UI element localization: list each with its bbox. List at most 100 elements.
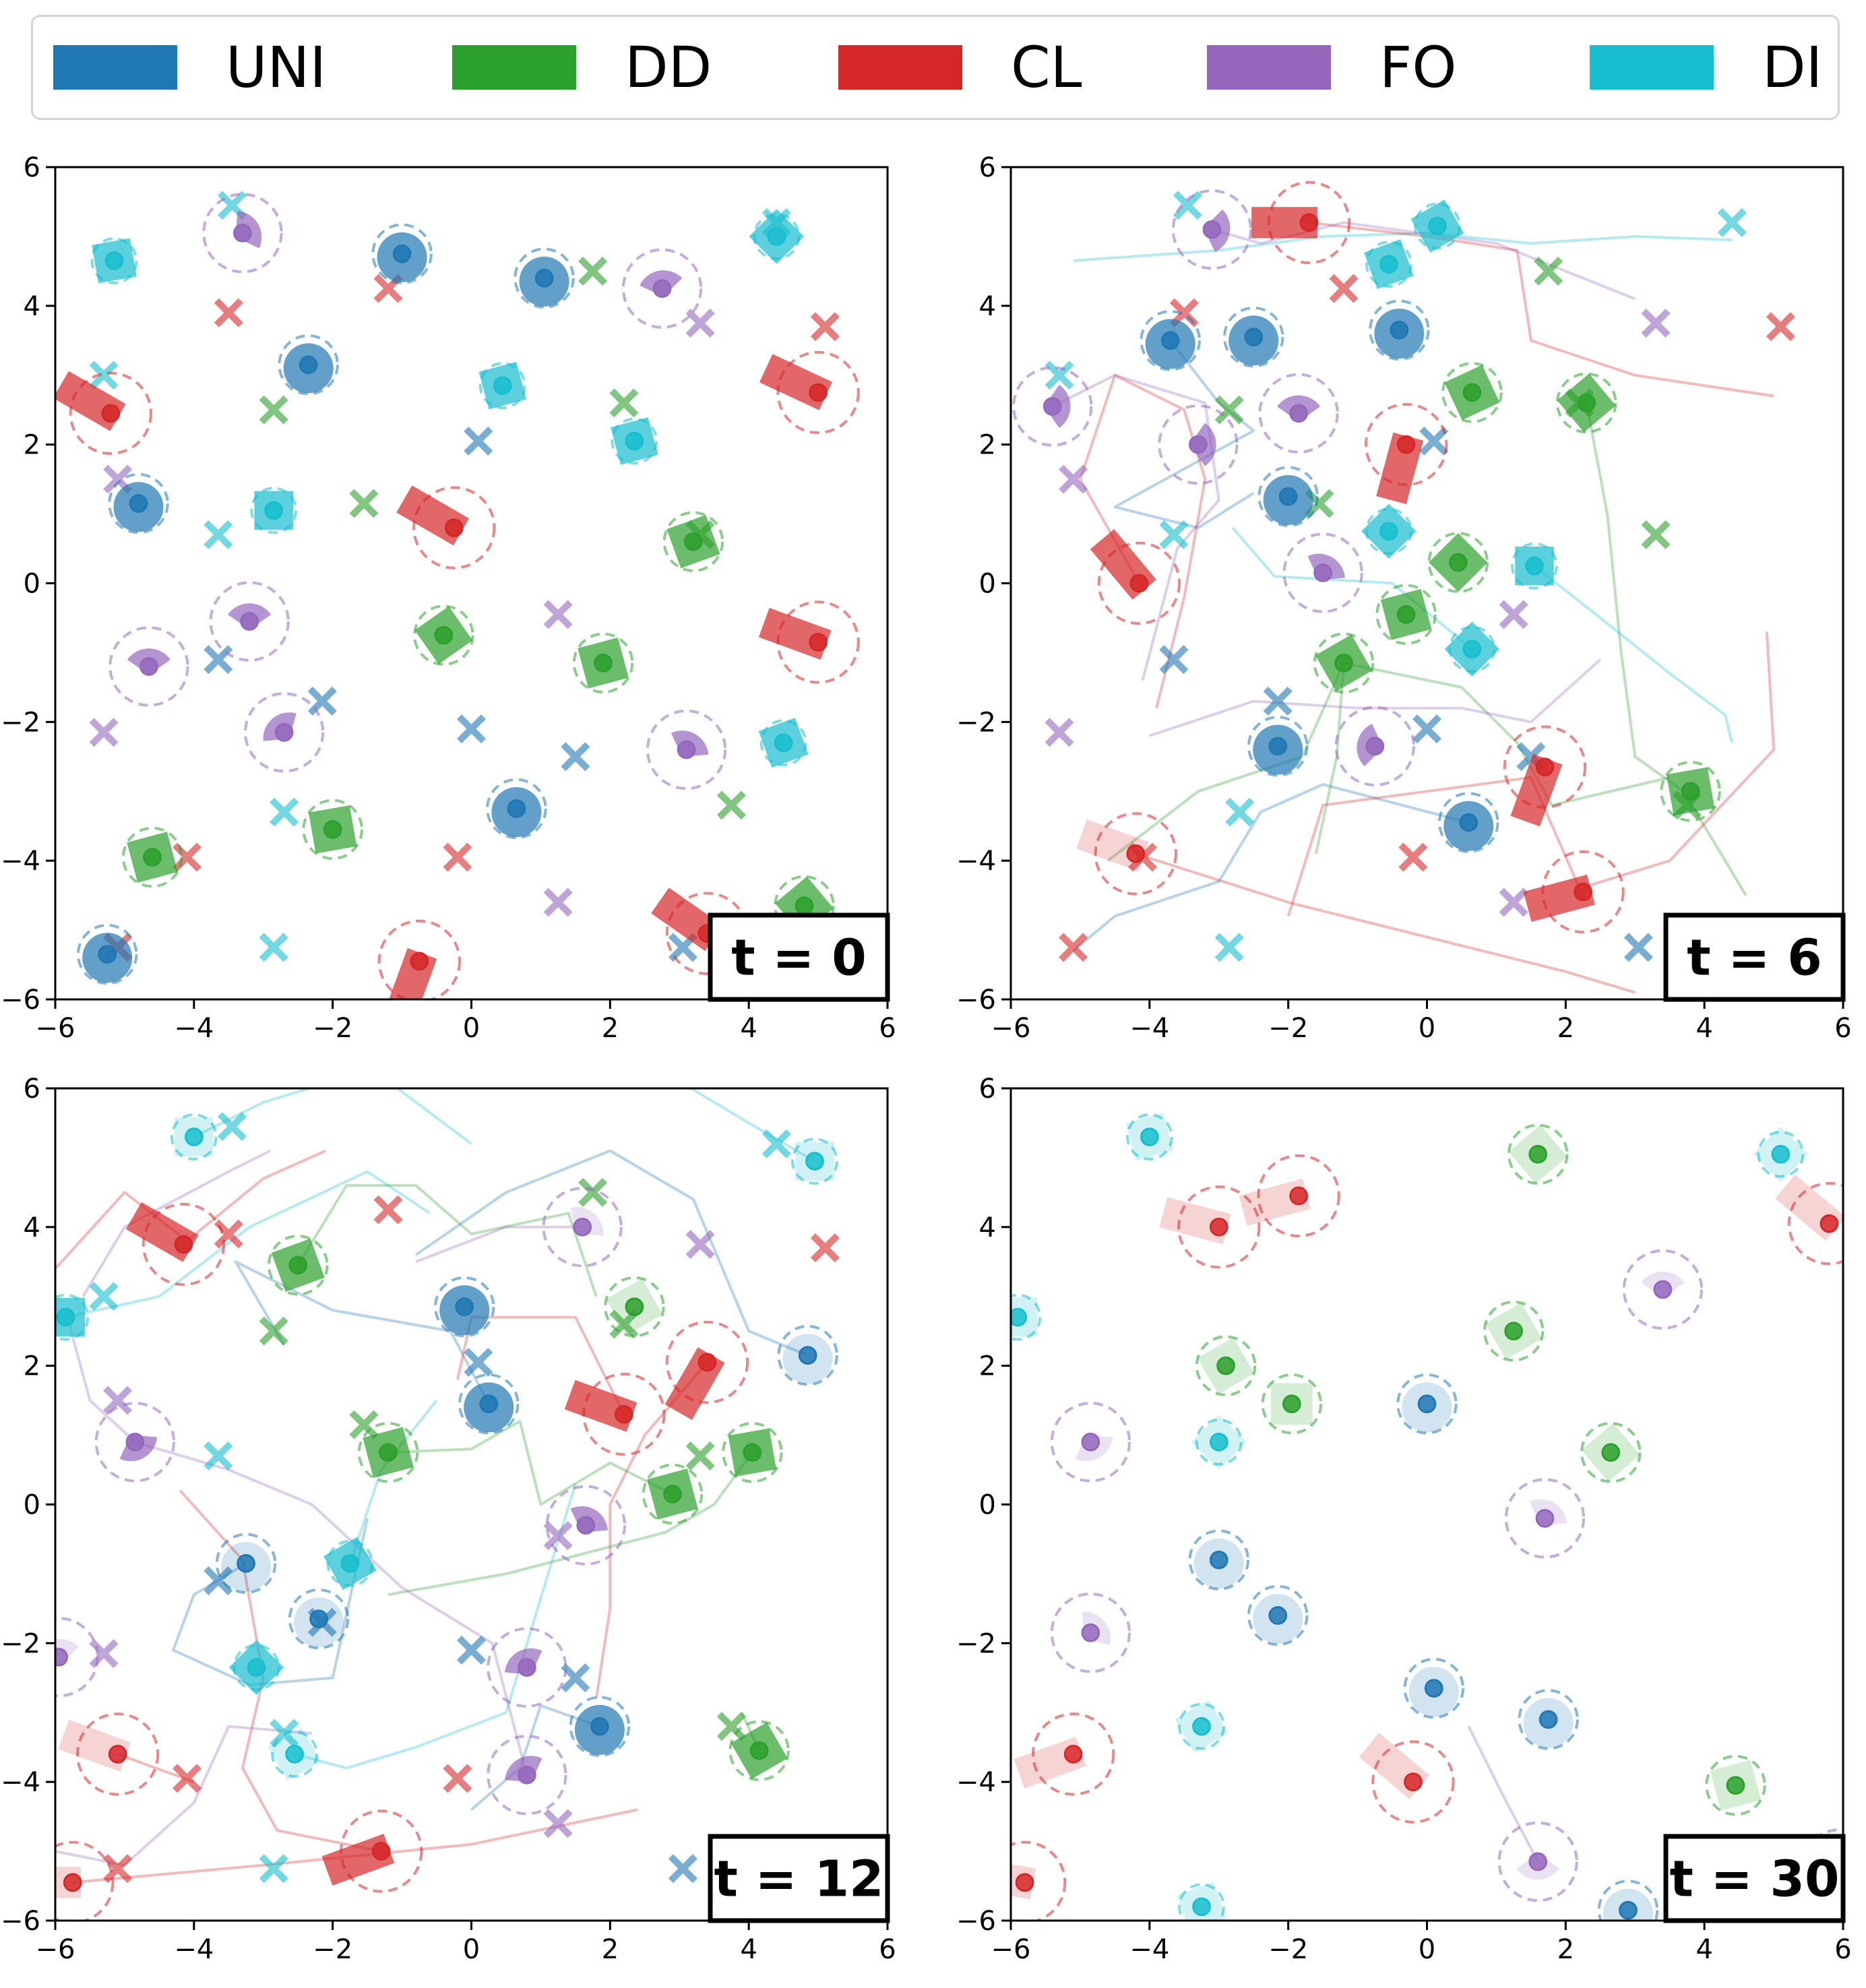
- agent-center-dot: [1216, 1356, 1235, 1375]
- agent-center-dot: [233, 223, 252, 243]
- agent-center-dot: [1192, 1897, 1211, 1917]
- legend-label: DI: [1762, 34, 1823, 100]
- safety-ring: [486, 778, 547, 840]
- agent-center-dot: [1448, 553, 1468, 572]
- agent-center-dot: [1504, 1322, 1523, 1341]
- goal-x-icon: [1499, 600, 1528, 629]
- goal-x-icon: [204, 1566, 233, 1596]
- trajectory-line: [67, 1324, 136, 1443]
- agent-center-dot: [576, 1516, 596, 1535]
- x-tick-label: −2: [1268, 1013, 1308, 1044]
- goal-x-icon: [349, 489, 379, 518]
- agent-center-dot: [1129, 573, 1149, 593]
- agent-center-dot: [1462, 383, 1482, 402]
- safety-ring: [1448, 625, 1496, 673]
- safety-ring: [604, 1276, 665, 1338]
- y-tick-label: 6: [24, 1074, 40, 1105]
- safety-ring: [642, 1463, 704, 1525]
- agent-center-dot: [798, 1346, 817, 1365]
- axes-frame: [54, 1087, 889, 1922]
- trajectory-line: [688, 1088, 815, 1162]
- y-tick-label: −2: [1, 1628, 40, 1659]
- x-tick-label: 0: [463, 1934, 480, 1965]
- safety-ring: [545, 1485, 626, 1566]
- agent-center-dot: [1462, 640, 1482, 659]
- safety-ring: [1247, 1584, 1309, 1646]
- trajectory-line: [387, 1452, 753, 1596]
- time-label: t = 6: [1687, 929, 1822, 987]
- goal-x-icon: [89, 718, 119, 747]
- agent-center-dot: [237, 1554, 255, 1573]
- trajectory-line: [179, 1489, 382, 1853]
- agent-center-dot: [299, 355, 318, 375]
- y-tick-label: −4: [956, 1767, 996, 1798]
- x-tick-label: 2: [1557, 1013, 1574, 1044]
- goal-x-icon: [609, 1309, 639, 1339]
- x-tick-label: 4: [740, 1013, 757, 1044]
- goal-x-icon: [173, 842, 202, 872]
- x-tick-label: −4: [174, 1013, 214, 1044]
- safety-ring: [611, 417, 658, 465]
- agent-center-dot: [98, 945, 117, 964]
- x-tick-label: 4: [1696, 1013, 1712, 1044]
- goal-x-icon: [1499, 888, 1528, 917]
- agent-center-dot: [795, 896, 814, 915]
- safety-ring: [232, 1644, 280, 1691]
- safety-ring: [1414, 202, 1461, 250]
- agent-center-dot: [1043, 397, 1062, 416]
- x-tick-label: −2: [313, 1013, 352, 1044]
- goal-x-icon: [810, 312, 840, 342]
- trajectory-line: [1309, 221, 1774, 398]
- agent-center-dot: [677, 740, 696, 759]
- goal-x-icon: [578, 256, 608, 286]
- goal-x-icon: [204, 520, 233, 549]
- goal-x-icon: [1225, 797, 1255, 827]
- goal-x-icon: [89, 361, 119, 390]
- y-tick-label: 2: [24, 1351, 40, 1382]
- trajectory-line: [415, 1149, 809, 1357]
- safety-ring: [94, 1402, 175, 1483]
- y-tick-label: −6: [956, 1906, 996, 1937]
- trajectory-line: [172, 1518, 369, 1687]
- goal-x-icon: [543, 1809, 573, 1838]
- time-label-box: [708, 912, 890, 1002]
- legend-label: UNI: [226, 34, 327, 100]
- agent-center-dot: [392, 244, 412, 263]
- x-tick-label: 2: [1557, 1934, 1574, 1965]
- x-tick-label: 6: [1834, 1934, 1851, 1965]
- safety-ring: [1518, 1689, 1579, 1750]
- safety-ring: [478, 362, 526, 410]
- goal-x-icon: [609, 388, 639, 418]
- agent-center-dot: [1189, 435, 1208, 454]
- goal-x-icon: [810, 1233, 840, 1263]
- goal-x-icon: [307, 686, 337, 716]
- y-tick-label: 0: [979, 569, 996, 600]
- agent-center-dot: [1771, 1144, 1791, 1164]
- safety-ring: [1427, 532, 1489, 593]
- agent-center-dot: [56, 1307, 75, 1327]
- safety-ring: [1257, 1154, 1340, 1238]
- agent-center-dot: [1428, 216, 1447, 236]
- agent-center-dot: [663, 1485, 682, 1503]
- trajectory-line: [1286, 631, 1776, 917]
- safety-ring: [1503, 725, 1587, 809]
- agent-center-dot: [1535, 757, 1555, 777]
- uni-swatch-icon: [53, 45, 177, 90]
- y-tick-label: −4: [956, 846, 996, 877]
- safety-ring: [753, 212, 801, 260]
- x-tick-label: −4: [174, 1934, 214, 1965]
- goal-x-icon: [349, 1410, 379, 1439]
- agent-center-dot: [697, 1353, 717, 1372]
- x-tick-label: −2: [1268, 1934, 1308, 1965]
- goal-x-icon: [1623, 933, 1653, 962]
- safety-ring: [302, 799, 363, 861]
- agent-center-dot: [434, 625, 454, 645]
- y-tick-label: 2: [24, 430, 40, 461]
- goal-x-icon: [561, 1663, 590, 1693]
- safety-ring: [121, 826, 183, 888]
- agent-center-dot: [1379, 255, 1398, 274]
- agent-center-dot: [743, 1443, 762, 1462]
- safety-ring: [1497, 1821, 1578, 1902]
- goal-x-icon: [1263, 686, 1293, 716]
- safety-ring: [433, 1276, 495, 1338]
